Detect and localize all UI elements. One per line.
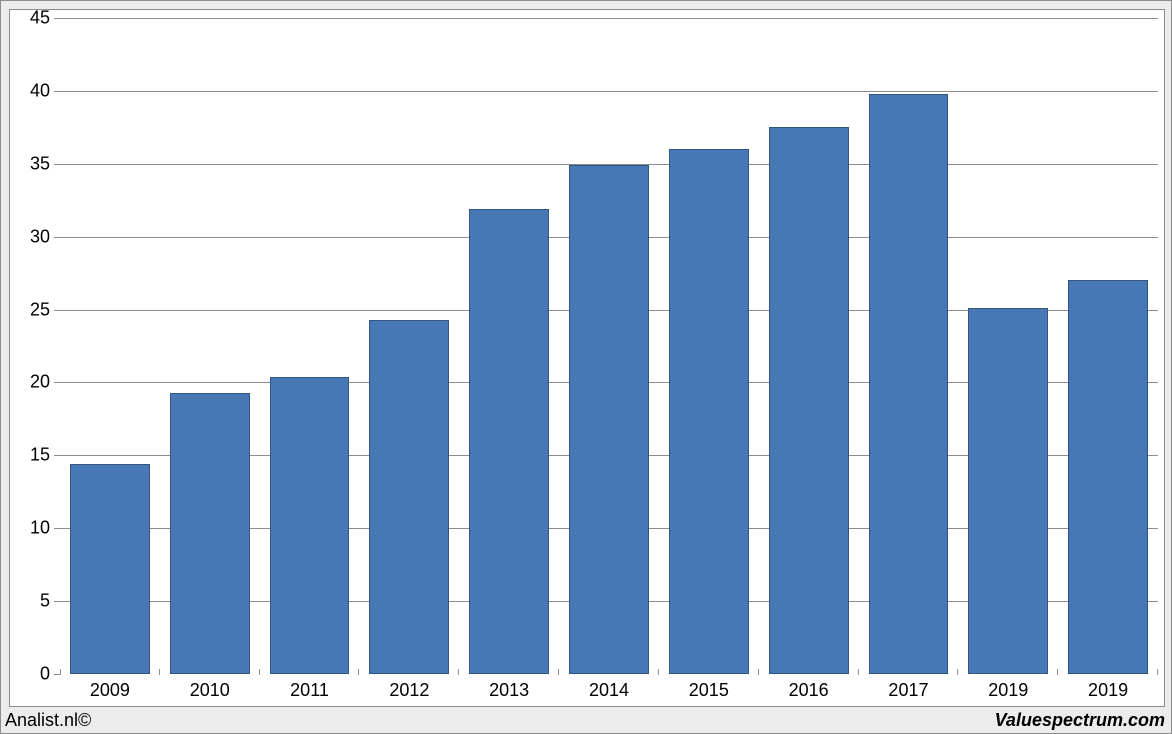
bar: [270, 377, 350, 674]
x-axis-label: 2017: [888, 680, 928, 701]
plot-area: [60, 18, 1158, 674]
bar: [469, 209, 549, 674]
x-sep: [358, 669, 359, 675]
bar: [170, 393, 250, 674]
x-sep: [159, 669, 160, 675]
y-tick: [54, 528, 60, 529]
bar: [968, 308, 1048, 674]
gridline: [60, 18, 1158, 19]
y-tick: [54, 310, 60, 311]
bar: [569, 165, 649, 674]
x-axis-label: 2013: [489, 680, 529, 701]
y-tick: [54, 91, 60, 92]
y-axis-label: 25: [10, 299, 50, 320]
x-sep: [558, 669, 559, 675]
y-axis-label: 5: [10, 591, 50, 612]
y-tick: [54, 18, 60, 19]
y-axis-label: 40: [10, 80, 50, 101]
x-axis-label: 2009: [90, 680, 130, 701]
chart-container: 0 5 10 15 20 25 30 35 40 45 2009 2010 2011 2012 2013 2…: [0, 0, 1172, 734]
bar: [369, 320, 449, 674]
x-sep: [1157, 669, 1158, 675]
x-sep: [957, 669, 958, 675]
y-axis-label: 10: [10, 518, 50, 539]
y-tick: [54, 382, 60, 383]
y-tick: [54, 237, 60, 238]
footer-right-credit: Valuespectrum.com: [995, 710, 1165, 731]
y-axis-label: 35: [10, 153, 50, 174]
y-tick: [54, 455, 60, 456]
x-axis-label: 2012: [389, 680, 429, 701]
bar: [669, 149, 749, 674]
y-tick: [54, 164, 60, 165]
plot-frame: 0 5 10 15 20 25 30 35 40 45 2009 2010 2011 2012 2013 2…: [9, 9, 1165, 707]
y-axis-label: 0: [10, 664, 50, 685]
x-sep: [658, 669, 659, 675]
gridline: [60, 91, 1158, 92]
x-axis-label: 2015: [689, 680, 729, 701]
x-axis-label: 2016: [789, 680, 829, 701]
y-axis-label: 20: [10, 372, 50, 393]
bar: [769, 127, 849, 674]
bar: [70, 464, 150, 674]
x-axis-label: 2010: [190, 680, 230, 701]
y-tick: [54, 674, 60, 675]
x-sep: [259, 669, 260, 675]
footer-left-credit: Analist.nl©: [5, 710, 91, 731]
x-sep: [1057, 669, 1058, 675]
x-sep: [858, 669, 859, 675]
bar: [869, 94, 949, 674]
x-axis-label: 2019: [1088, 680, 1128, 701]
x-sep: [60, 669, 61, 675]
y-axis-label: 30: [10, 226, 50, 247]
y-axis-label: 15: [10, 445, 50, 466]
x-axis-label: 2014: [589, 680, 629, 701]
x-axis-label: 2011: [290, 680, 329, 701]
y-tick: [54, 601, 60, 602]
x-sep: [758, 669, 759, 675]
bar: [1068, 280, 1148, 674]
x-axis-label: 2019: [988, 680, 1028, 701]
y-axis-label: 45: [10, 8, 50, 29]
x-sep: [458, 669, 459, 675]
